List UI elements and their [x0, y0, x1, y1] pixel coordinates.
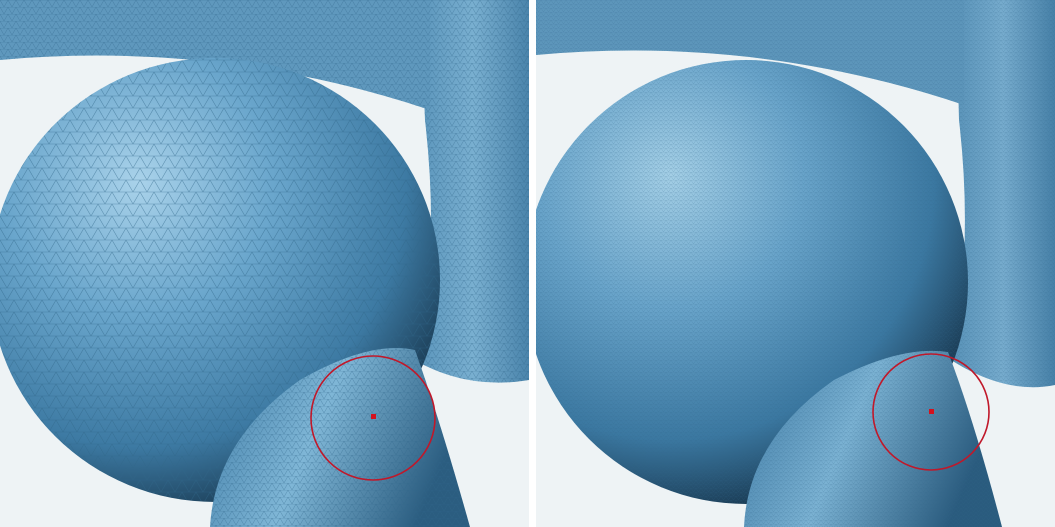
viewport-right	[536, 0, 1055, 527]
brush-dot-left	[371, 414, 376, 419]
brush-ring-right	[872, 353, 990, 471]
brush-ring-left	[310, 355, 436, 481]
brush-dot-right	[929, 409, 934, 414]
viewport-left	[0, 0, 529, 527]
panel-fine-mesh	[536, 0, 1055, 527]
panel-coarse-mesh	[0, 0, 529, 527]
